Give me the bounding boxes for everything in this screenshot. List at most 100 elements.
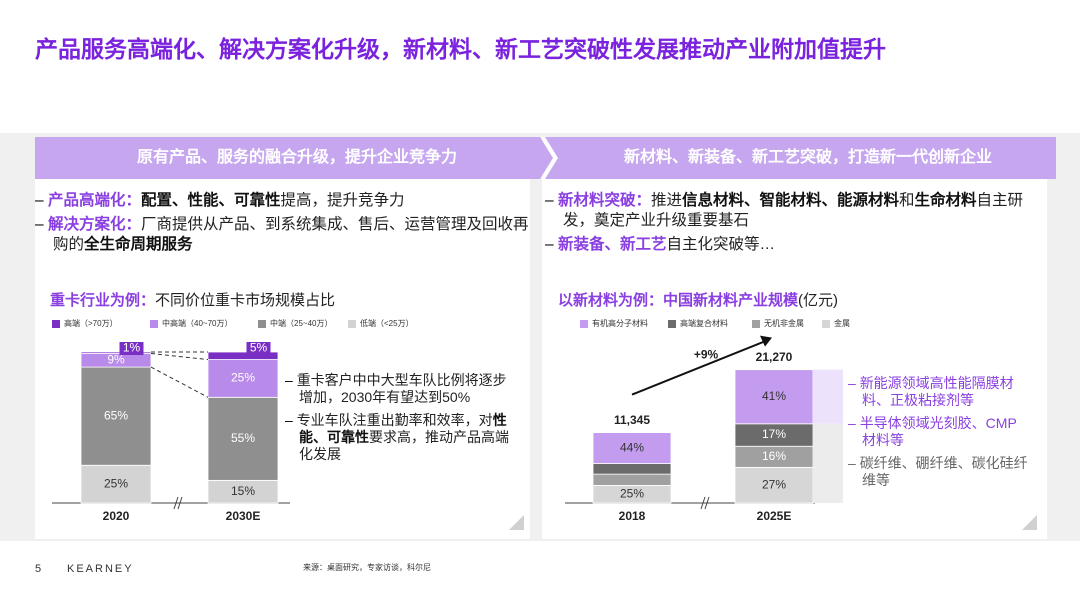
data-label: 1% <box>123 341 141 355</box>
corner <box>1022 515 1037 530</box>
axis-break <box>704 496 710 510</box>
bar-segment <box>592 432 672 464</box>
legend-label: 金属 <box>834 318 850 328</box>
text-run: 新材料突破： <box>557 192 651 209</box>
note-text: 碳纤维、硼纤维、碳化硅纤维等 <box>859 455 1028 488</box>
note: – 专业车队注重出勤率和效率，对性能、可靠性要求高，推动产品高端化发展 <box>285 412 509 462</box>
left-notes: – 重卡客户中中大型车队比例将逐步增加，2030年有望达到50% – 专业车队注重… <box>285 372 510 469</box>
note: – 新能源领域高性能隔膜材料、正极粘接剂等 <box>848 375 1014 408</box>
text-run: 提高，提升竞争力 <box>280 192 405 209</box>
text-run: 中国新材料产业规模 <box>663 292 799 309</box>
legend-label: 高端（>70万） <box>64 318 118 328</box>
bullet: – 解决方案化：厂商提供从产品、到系统集成、售后、运营管理及回收再购的全生命周期… <box>35 216 529 253</box>
legend-swatch <box>52 320 60 328</box>
right-bullets: – 新材料突破：推进信息材料、智能材料、能源材料和生命材料自主研发，奠定产业升级… <box>545 191 1040 259</box>
banner-text: 新材料、新装备、新工艺突破，打造新一代创新企业 <box>624 147 992 166</box>
source: 来源：桌面研究，专家访谈，科尔尼 <box>303 562 431 572</box>
text-run: 推进 <box>650 192 682 209</box>
legend-label: 无机非金属 <box>764 318 804 328</box>
note-text: 新能源领域高性能隔膜材料、正极粘接剂等 <box>859 375 1014 408</box>
data-label: 9% <box>107 352 125 366</box>
banner-text: 原有产品、服务的融合升级，提升企业竞争力 <box>137 147 457 166</box>
note-text: 半导体领域光刻胶、CMP 材料等 <box>859 415 1017 448</box>
annotation: +9% <box>694 347 719 361</box>
chart-title: 重卡行业为例：不同价位重卡市场规模占比 <box>50 289 335 310</box>
bar-segment <box>80 464 152 504</box>
x-tick-label: 2020 <box>103 509 130 523</box>
left-bullets: – 产品高端化：配置、性能、可靠性提高，提升竞争力 – 解决方案化：厂商提供从产品… <box>35 191 530 259</box>
data-label: 15% <box>231 484 255 498</box>
data-label: 5% <box>250 341 268 355</box>
axis-break <box>173 496 179 510</box>
brand: KEARNEY <box>67 563 134 575</box>
text-run: 专业车队注重出勤率和效率，对 <box>296 412 493 428</box>
text-run: 要求高，推动产品高端化发展 <box>299 429 509 462</box>
legend-label: 中端（25~40万） <box>270 318 332 328</box>
text-run: 自主研发，奠定产业升级重要基石 <box>563 192 1024 229</box>
connector <box>150 366 209 398</box>
banner-shape <box>545 137 1056 179</box>
legend-label: 高端复合材料 <box>680 318 728 328</box>
bullet: – 新材料突破：推进信息材料、智能材料、能源材料和生命材料自主研发，奠定产业升级… <box>545 192 1024 229</box>
text-run: 和 <box>898 192 915 209</box>
total-label: 11,345 <box>614 413 650 427</box>
arrow-head <box>760 335 772 347</box>
x-tick-label: 2030E <box>226 509 261 523</box>
text-run: 自主化突破等… <box>666 236 775 253</box>
bar-segment <box>80 366 152 466</box>
page-number: 5 <box>35 563 41 575</box>
bullet: – 新装备、新工艺自主化突破等… <box>545 236 775 253</box>
text-run: 配置、性能、可靠性 <box>140 192 281 209</box>
data-label: 25% <box>620 486 644 500</box>
banner-shape <box>35 137 553 179</box>
bullet: – 产品高端化：配置、性能、可靠性提高，提升竞争力 <box>35 192 405 209</box>
legend-swatch <box>150 320 158 328</box>
data-label: 17% <box>762 427 786 441</box>
legend-label: 低端（<25万） <box>360 318 414 328</box>
label-box <box>119 342 144 355</box>
x-tick-label: 2018 <box>619 509 646 523</box>
bracket <box>813 369 843 424</box>
text-run: 厂商提供从产品、到系统集成、售后、运营管理及回收再购的 <box>53 216 529 253</box>
label-box <box>246 342 271 355</box>
data-label: 41% <box>762 389 786 403</box>
data-label: 25% <box>104 476 128 490</box>
legend-swatch <box>580 320 588 328</box>
bar-segment <box>80 351 152 354</box>
bar-segment <box>207 351 279 360</box>
bar-segment <box>734 369 814 425</box>
axis-break <box>177 496 183 510</box>
chart-title: 以新材料为例：中国新材料产业规模(亿元) <box>558 289 838 310</box>
text-run: 重卡行业为例： <box>50 292 156 309</box>
data-label: 55% <box>231 431 255 445</box>
connector <box>150 353 209 361</box>
legend-swatch <box>752 320 760 328</box>
text-run: 性能、可靠性 <box>299 412 507 445</box>
legend-swatch <box>348 320 356 328</box>
data-label: 65% <box>104 408 128 422</box>
legend-label: 中高端（40~70万） <box>162 318 232 328</box>
note: – 碳纤维、硼纤维、碳化硅纤维等 <box>848 455 1028 488</box>
legend-swatch <box>822 320 830 328</box>
x-tick-label: 2025E <box>757 509 792 523</box>
text-run: 生命材料 <box>914 192 977 209</box>
text-run: (亿元) <box>798 292 839 309</box>
bar-segment <box>207 396 279 481</box>
data-label: 44% <box>620 440 644 454</box>
data-label: 16% <box>762 449 786 463</box>
text-run: 不同价位重卡市场规模占比 <box>155 292 336 309</box>
growth-arrow <box>631 340 765 396</box>
note: – 半导体领域光刻胶、CMP 材料等 <box>848 415 1017 448</box>
text-run: 以新材料为例： <box>558 292 664 309</box>
note: – 重卡客户中中大型车队比例将逐步增加，2030年有望达到50% <box>285 372 507 405</box>
right-notes: – 新能源领域高性能隔膜材料、正极粘接剂等 – 半导体领域光刻胶、CMP 材料等 –… <box>848 375 1033 495</box>
legend-swatch <box>668 320 676 328</box>
legend-label: 有机高分子材料 <box>592 318 648 328</box>
text-run: 产品高端化： <box>47 192 141 209</box>
data-label: 27% <box>762 477 786 491</box>
slide-title: 产品服务高端化、解决方案化升级，新材料、新工艺突破性发展推动产业附加值提升 <box>35 36 886 62</box>
text-run: 重卡客户中中大型车队比例将逐步增加，2030年有望达到50% <box>296 372 507 405</box>
total-label: 21,270 <box>756 350 793 364</box>
